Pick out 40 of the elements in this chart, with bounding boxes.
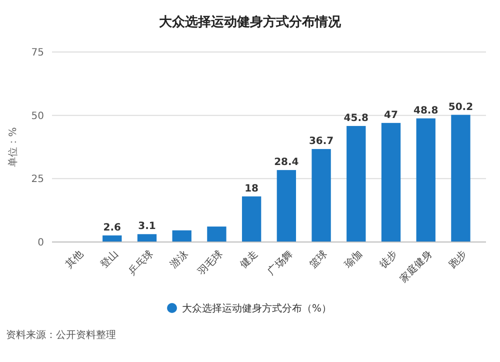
y-axis-title: 单位：%	[7, 127, 19, 167]
chart-title: 大众选择运动健身方式分布情况	[159, 14, 342, 30]
x-tick-label: 广场舞	[265, 248, 296, 278]
bar	[451, 114, 470, 242]
x-tick-label: 游泳	[168, 248, 190, 271]
legend-label: 大众选择运动健身方式分布（%）	[182, 302, 332, 314]
x-tick-label: 篮球	[307, 248, 330, 271]
x-tick-label: 羽毛球	[196, 248, 226, 278]
bar	[102, 235, 122, 242]
bar	[312, 149, 331, 242]
y-tick-label: 50	[31, 110, 44, 122]
data-label: 18	[244, 183, 259, 194]
x-tick-label: 跑步	[446, 248, 470, 271]
data-label: 3.1	[138, 221, 156, 232]
data-label: 36.7	[308, 136, 334, 148]
y-tick-label: 0	[38, 238, 44, 248]
bar	[172, 230, 192, 242]
data-label: 2.6	[103, 222, 122, 234]
x-tick-label: 乒乓球	[126, 248, 156, 278]
x-tick-label: 其他	[63, 248, 86, 271]
bar	[381, 122, 401, 242]
x-tick-label: 家庭健身	[398, 248, 434, 285]
bar	[242, 196, 262, 242]
bar	[207, 226, 226, 242]
x-tick-label: 徒步	[376, 248, 400, 271]
data-label: 47	[384, 110, 398, 121]
text: 资料来源：公开资料整理	[6, 329, 116, 341]
bar	[416, 118, 436, 242]
y-tick-label: 25	[31, 174, 44, 186]
bar	[276, 170, 296, 242]
x-tick-label: 登山	[98, 248, 121, 271]
bar	[346, 126, 366, 242]
data-label: 45.8	[344, 112, 369, 124]
data-label: 48.8	[414, 105, 438, 116]
x-tick-label: 健走	[238, 248, 260, 271]
bar	[137, 234, 157, 242]
data-label: 28.4	[274, 157, 299, 168]
y-tick-label: 75	[31, 48, 44, 58]
data-label: 50.2	[448, 102, 474, 113]
x-tick-label: 瑜伽	[342, 248, 365, 271]
